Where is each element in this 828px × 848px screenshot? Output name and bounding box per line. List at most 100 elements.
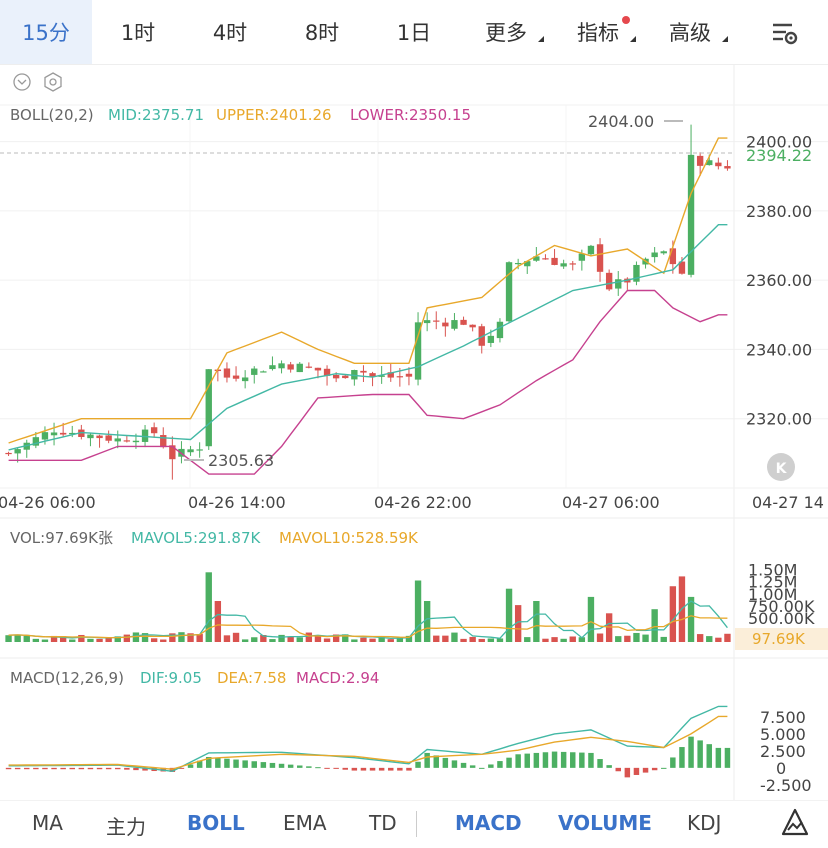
volume-bar bbox=[278, 634, 285, 642]
macd-bar bbox=[715, 747, 722, 768]
volume-bar bbox=[251, 637, 258, 642]
candle-body bbox=[332, 374, 340, 379]
volume-bar bbox=[642, 634, 649, 642]
candle-body bbox=[241, 377, 249, 382]
volume-bar bbox=[78, 634, 85, 642]
macd-bar bbox=[597, 759, 603, 768]
candle-body bbox=[696, 155, 704, 166]
macd-bar bbox=[433, 755, 439, 768]
volume-bar bbox=[14, 634, 21, 642]
chart-grid bbox=[0, 64, 828, 800]
indicator-boll[interactable]: BOLL bbox=[187, 811, 245, 835]
chart-settings-icon[interactable] bbox=[770, 18, 800, 48]
candle-body bbox=[105, 435, 112, 441]
candle-body bbox=[305, 366, 313, 368]
candle-body bbox=[69, 432, 76, 435]
candle-body bbox=[551, 257, 558, 265]
macd-bar bbox=[378, 767, 385, 771]
volume-bar bbox=[487, 638, 495, 642]
candle-body bbox=[524, 261, 531, 267]
volume-bar bbox=[551, 637, 558, 642]
indicator-bar: MA 主力 BOLL EMA TD MACD VOLUME KDJ bbox=[0, 800, 828, 848]
tab-4h[interactable]: 4时 bbox=[212, 21, 248, 45]
candle-body bbox=[724, 166, 731, 169]
volume-bar bbox=[141, 633, 149, 642]
volume-bar bbox=[132, 632, 140, 642]
macd-bar bbox=[551, 751, 558, 768]
macd-bar bbox=[688, 736, 694, 768]
volume-bar bbox=[241, 639, 249, 642]
mavol5-value: MAVOL5:291.87K bbox=[131, 529, 261, 547]
macd-bar bbox=[96, 767, 103, 770]
indicator-main-force[interactable]: 主力 bbox=[106, 815, 146, 839]
candle-body bbox=[50, 432, 58, 436]
volume-bar bbox=[87, 638, 94, 642]
volume-bar bbox=[524, 637, 531, 642]
candle-body bbox=[660, 251, 667, 254]
volume-bar bbox=[342, 634, 349, 642]
dropdown-triangle-icon bbox=[716, 36, 728, 42]
vol-label: VOL:97.69K张 bbox=[10, 529, 113, 547]
tab-more[interactable]: 更多 bbox=[460, 0, 552, 64]
tab-advanced[interactable]: 高级 bbox=[644, 0, 736, 64]
macd-bar bbox=[642, 767, 649, 773]
indicator-ma[interactable]: MA bbox=[32, 811, 63, 835]
macd-bar bbox=[497, 761, 503, 768]
macd-bar bbox=[178, 767, 185, 769]
candle-body bbox=[678, 261, 686, 274]
indicator-td[interactable]: TD bbox=[369, 811, 397, 835]
candle-body bbox=[41, 432, 49, 440]
volume-bar bbox=[5, 635, 12, 642]
macd-label: MACD(12,26,9) bbox=[10, 669, 124, 687]
candle-body bbox=[615, 279, 622, 289]
dropdown-triangle-icon bbox=[532, 36, 544, 42]
drawing-tool-icon[interactable] bbox=[780, 807, 810, 839]
kline-chart[interactable]: BOLL(20,2) MID:2375.71 UPPER:2401.26 LOW… bbox=[0, 64, 828, 800]
tab-8h[interactable]: 8时 bbox=[304, 21, 340, 45]
volume-bar bbox=[232, 632, 240, 642]
scroll-to-latest-icon[interactable]: K bbox=[767, 453, 795, 481]
macd-dea-value: DEA:7.58 bbox=[217, 669, 286, 687]
tab-15min[interactable]: 15分 bbox=[0, 0, 92, 64]
macd-bar bbox=[124, 767, 130, 770]
macd-bar bbox=[633, 767, 640, 775]
high-price-mark: 2404.00 bbox=[588, 112, 654, 131]
macd-bar bbox=[606, 765, 612, 768]
macd-lines bbox=[8, 705, 728, 773]
tab-indicators[interactable]: 指标 bbox=[552, 0, 644, 64]
candle-body bbox=[651, 252, 658, 258]
volume-bar bbox=[696, 634, 704, 642]
candle-body bbox=[150, 427, 158, 434]
collapse-indicator-icon[interactable] bbox=[13, 73, 31, 91]
volume-bar bbox=[669, 586, 677, 642]
time-axis-label: 04-26 06:00 bbox=[0, 493, 96, 512]
volume-bar bbox=[369, 638, 376, 642]
time-axis-label: 04-26 14:00 bbox=[188, 493, 286, 512]
candle-body bbox=[278, 363, 285, 369]
indicator-kdj[interactable]: KDJ bbox=[687, 811, 722, 835]
macd-bar bbox=[588, 752, 594, 768]
macd-bar bbox=[233, 759, 239, 768]
macd-axis-label: 2.500 bbox=[760, 742, 806, 761]
macd-axis-label: 5.000 bbox=[760, 725, 806, 744]
macd-bar bbox=[297, 765, 303, 768]
indicator-volume[interactable]: VOLUME bbox=[558, 811, 652, 835]
candle-body bbox=[715, 162, 722, 167]
volume-bar bbox=[205, 572, 212, 642]
separator bbox=[416, 811, 417, 837]
macd-bar bbox=[187, 764, 194, 768]
candle-body bbox=[296, 363, 303, 373]
indicator-settings-icon[interactable] bbox=[44, 72, 62, 92]
indicator-macd[interactable]: MACD bbox=[455, 811, 522, 835]
indicator-ema[interactable]: EMA bbox=[283, 811, 327, 835]
mavol5-line bbox=[8, 600, 728, 640]
candle-body bbox=[569, 263, 576, 265]
tab-1d[interactable]: 1日 bbox=[396, 21, 432, 45]
tab-1h[interactable]: 1时 bbox=[120, 21, 156, 45]
macd-bar bbox=[342, 767, 348, 770]
volume-bar bbox=[706, 636, 713, 642]
volume-bar bbox=[396, 637, 404, 642]
volume-bar bbox=[323, 638, 331, 642]
candle-body bbox=[542, 258, 549, 260]
price-axis-label: 2360.00 bbox=[746, 271, 812, 290]
